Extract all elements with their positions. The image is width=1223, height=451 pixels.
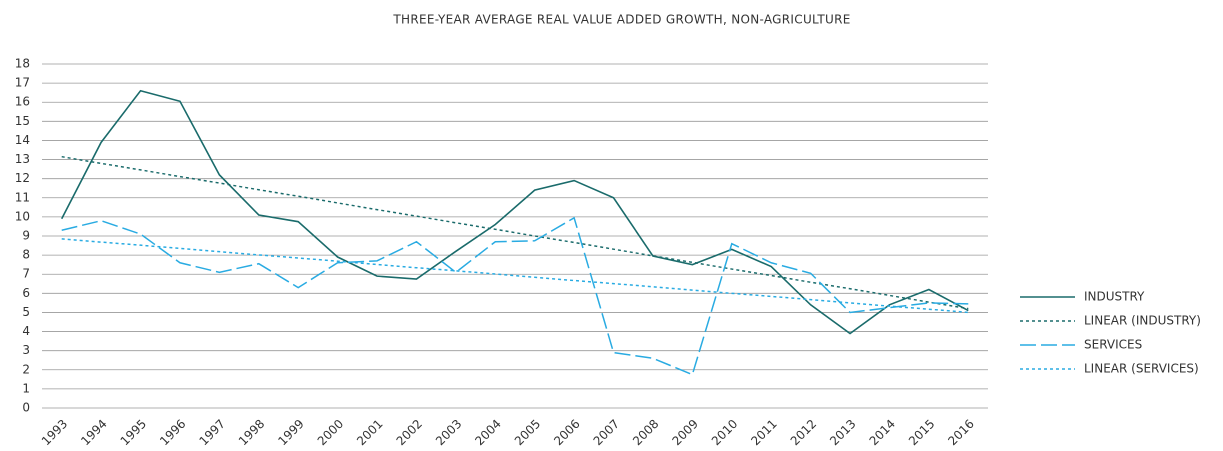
x-tick-label: 2005 — [512, 417, 543, 448]
y-tick-label: 17 — [15, 76, 30, 90]
y-tick-label: 12 — [15, 171, 30, 185]
y-tick-label: 14 — [15, 133, 30, 147]
y-tick-label: 18 — [15, 57, 30, 71]
x-tick-label: 1996 — [157, 417, 188, 448]
y-tick-label: 8 — [22, 248, 30, 262]
series-line — [61, 155, 969, 310]
x-tick-label: 2003 — [433, 417, 464, 448]
x-tick-label: 1999 — [275, 417, 306, 448]
y-tick-label: 7 — [22, 267, 30, 281]
y-tick-label: 2 — [22, 362, 30, 376]
y-tick-label: 0 — [22, 401, 30, 415]
x-tick-label: 2014 — [867, 417, 898, 448]
series-line — [60, 89, 969, 335]
y-tick-label: 9 — [22, 229, 30, 243]
x-tick-label: 2002 — [394, 417, 425, 448]
x-tick-label: 1993 — [39, 417, 70, 448]
y-tick-label: 13 — [15, 152, 30, 166]
x-tick-label: 1994 — [78, 417, 109, 448]
chart-title: THREE-YEAR AVERAGE REAL VALUE ADDED GROW… — [392, 13, 850, 27]
x-tick-label: 2010 — [709, 417, 740, 448]
y-tick-label: 16 — [15, 95, 30, 109]
legend-label: SERVICES — [1084, 338, 1142, 352]
x-tick-label: 2004 — [472, 417, 503, 448]
x-tick-label: 2016 — [945, 417, 976, 448]
x-tick-label: 2013 — [827, 417, 858, 448]
y-tick-label: 6 — [22, 286, 30, 300]
legend-label: LINEAR (INDUSTRY) — [1084, 314, 1201, 328]
y-tick-label: 1 — [22, 381, 30, 395]
x-tick-label: 1995 — [118, 417, 149, 448]
x-tick-label: 2015 — [906, 417, 937, 448]
x-tick-label: 1997 — [196, 417, 227, 448]
x-tick-label: 2001 — [354, 417, 385, 448]
y-tick-label: 4 — [22, 324, 30, 338]
x-tick-label: 2006 — [551, 417, 582, 448]
legend-label: LINEAR (SERVICES) — [1084, 362, 1199, 376]
x-tick-label: 2008 — [630, 417, 661, 448]
y-tick-label: 10 — [15, 209, 30, 223]
x-tick-label: 2007 — [591, 417, 622, 448]
x-tick-label: 2011 — [748, 417, 779, 448]
y-tick-label: 5 — [22, 305, 30, 319]
legend-label: INDUSTRY — [1084, 290, 1145, 304]
series-line — [61, 238, 969, 314]
y-tick-label: 11 — [15, 190, 30, 204]
x-tick-label: 1998 — [236, 417, 267, 448]
x-tick-label: 2009 — [669, 417, 700, 448]
x-tick-label: 2000 — [315, 417, 346, 448]
y-tick-label: 15 — [15, 114, 30, 128]
y-tick-label: 3 — [22, 343, 30, 357]
x-tick-label: 2012 — [788, 417, 819, 448]
series-line — [61, 216, 969, 376]
